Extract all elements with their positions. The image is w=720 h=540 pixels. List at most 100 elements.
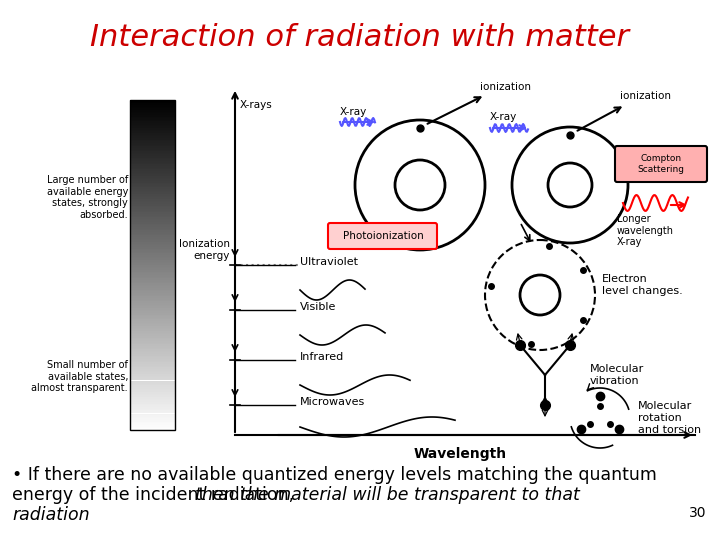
Bar bbox=[130, 387, 175, 389]
Bar bbox=[130, 267, 175, 268]
Bar bbox=[130, 305, 175, 306]
Text: X-ray: X-ray bbox=[340, 107, 367, 117]
Bar bbox=[130, 217, 175, 219]
Bar bbox=[130, 372, 175, 374]
Bar bbox=[130, 244, 175, 245]
Bar bbox=[130, 231, 175, 232]
Bar bbox=[130, 240, 175, 242]
Bar bbox=[130, 346, 175, 348]
Bar bbox=[130, 394, 175, 395]
Bar bbox=[130, 366, 175, 367]
Bar bbox=[130, 285, 175, 286]
Bar bbox=[130, 374, 175, 375]
Bar bbox=[130, 309, 175, 311]
Bar bbox=[130, 134, 175, 136]
Bar bbox=[130, 105, 175, 106]
Bar bbox=[130, 108, 175, 110]
Bar bbox=[130, 403, 175, 405]
Text: energy of the incident radiation,: energy of the incident radiation, bbox=[12, 486, 300, 504]
Bar bbox=[130, 191, 175, 192]
Bar bbox=[130, 281, 175, 283]
Bar bbox=[130, 136, 175, 138]
Bar bbox=[130, 410, 175, 412]
Bar bbox=[130, 106, 175, 108]
Bar bbox=[130, 225, 175, 227]
Bar bbox=[130, 167, 175, 170]
Text: • If there are no available quantized energy levels matching the quantum: • If there are no available quantized en… bbox=[12, 466, 657, 484]
Bar bbox=[130, 275, 175, 276]
Bar bbox=[130, 349, 175, 351]
Bar bbox=[130, 353, 175, 354]
Bar bbox=[130, 331, 175, 333]
Bar bbox=[130, 395, 175, 397]
Bar bbox=[130, 356, 175, 357]
Bar bbox=[130, 359, 175, 361]
Bar bbox=[130, 367, 175, 369]
Bar bbox=[130, 150, 175, 151]
Bar bbox=[130, 178, 175, 179]
Bar bbox=[130, 400, 175, 402]
Bar bbox=[130, 224, 175, 225]
Text: Ionization
energy: Ionization energy bbox=[179, 239, 230, 261]
Bar bbox=[130, 273, 175, 275]
Bar bbox=[130, 351, 175, 353]
Bar bbox=[130, 264, 175, 265]
Bar bbox=[130, 181, 175, 183]
Bar bbox=[130, 227, 175, 229]
Text: Molecular
vibration: Molecular vibration bbox=[590, 364, 644, 386]
Bar bbox=[130, 422, 175, 423]
Bar bbox=[130, 206, 175, 207]
Bar bbox=[130, 255, 175, 256]
Text: Infrared: Infrared bbox=[300, 352, 344, 362]
Bar bbox=[130, 342, 175, 344]
Bar bbox=[130, 292, 175, 293]
Bar bbox=[130, 361, 175, 362]
Text: Molecular
rotation
and torsion: Molecular rotation and torsion bbox=[638, 401, 701, 435]
Bar bbox=[130, 379, 175, 381]
Bar bbox=[130, 146, 175, 148]
Bar bbox=[130, 414, 175, 415]
Bar bbox=[130, 423, 175, 425]
Bar bbox=[130, 229, 175, 231]
Bar bbox=[130, 268, 175, 270]
Bar bbox=[130, 120, 175, 122]
Bar bbox=[130, 207, 175, 209]
Text: Compton
Scattering: Compton Scattering bbox=[637, 154, 685, 174]
Bar bbox=[130, 170, 175, 171]
Bar bbox=[130, 194, 175, 195]
Bar bbox=[130, 314, 175, 316]
Bar bbox=[130, 215, 175, 217]
Bar bbox=[130, 300, 175, 301]
Bar bbox=[130, 239, 175, 240]
Bar bbox=[130, 321, 175, 323]
Bar bbox=[130, 328, 175, 329]
Bar bbox=[130, 164, 175, 166]
Bar bbox=[130, 158, 175, 159]
Bar bbox=[130, 377, 175, 379]
Text: Small number of
available states,
almost transparent.: Small number of available states, almost… bbox=[32, 360, 128, 393]
Bar bbox=[130, 270, 175, 272]
Bar bbox=[130, 329, 175, 331]
Bar bbox=[130, 381, 175, 382]
Bar bbox=[130, 183, 175, 184]
Text: radiation: radiation bbox=[12, 506, 89, 524]
Text: Wavelength: Wavelength bbox=[413, 447, 507, 461]
Bar bbox=[130, 313, 175, 314]
Bar bbox=[130, 392, 175, 394]
Bar bbox=[130, 407, 175, 409]
Bar bbox=[130, 418, 175, 420]
Bar bbox=[130, 179, 175, 181]
Bar bbox=[130, 427, 175, 428]
Bar bbox=[130, 184, 175, 186]
Text: X-ray: X-ray bbox=[490, 112, 517, 122]
Bar bbox=[130, 113, 175, 115]
Bar bbox=[130, 214, 175, 215]
Bar bbox=[130, 256, 175, 259]
Bar bbox=[130, 204, 175, 206]
Bar bbox=[130, 145, 175, 146]
Bar bbox=[130, 384, 175, 386]
Bar bbox=[130, 133, 175, 134]
Text: Visible: Visible bbox=[300, 302, 336, 312]
Bar bbox=[130, 189, 175, 191]
Bar bbox=[130, 308, 175, 309]
